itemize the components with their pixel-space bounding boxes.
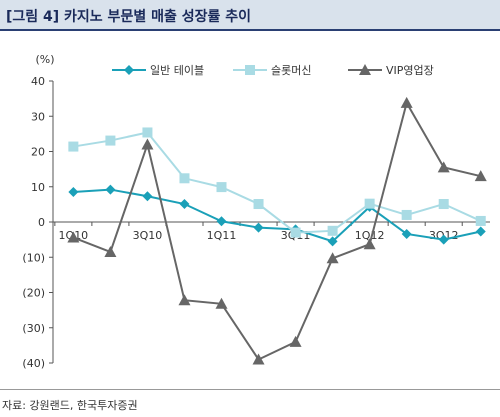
data-point	[252, 353, 265, 365]
legend-label: 슬롯머신	[271, 64, 311, 77]
data-point	[326, 252, 339, 264]
y-tick-label: (20)	[22, 287, 45, 300]
data-point	[179, 173, 190, 184]
data-point	[327, 236, 338, 247]
series-line	[73, 131, 482, 234]
line-chart: (%)403020100(10)(20)(30)(40)1Q103Q101Q11…	[22, 53, 490, 370]
data-point	[327, 225, 338, 236]
legend-label: VIP영업장	[386, 64, 434, 77]
data-point	[178, 294, 191, 306]
data-point	[124, 65, 134, 75]
legend: 일반 테이블 슬롯머신 VIP영업장	[112, 63, 434, 77]
data-point	[68, 187, 79, 198]
y-tick-label: 40	[31, 75, 45, 88]
data-point	[437, 161, 450, 173]
title-bar: [그림 4] 카지노 부문별 매출 성장률 추이	[0, 0, 500, 31]
y-tick-label: 30	[31, 110, 45, 123]
data-point	[104, 245, 117, 257]
x-tick-label: 1Q11	[207, 229, 237, 242]
data-point	[142, 127, 153, 138]
data-point	[142, 191, 153, 202]
legend-label: 일반 테이블	[150, 63, 204, 77]
data-point	[438, 234, 449, 245]
y-tick-label: (40)	[22, 357, 45, 370]
data-point	[475, 226, 486, 237]
data-point	[245, 65, 255, 75]
page-title: [그림 4] 카지노 부문별 매출 성장률 추이	[6, 9, 251, 25]
data-point	[438, 199, 449, 210]
source-note: 자료: 강원랜드, 한국투자증권	[2, 399, 138, 412]
legend-item: 슬롯머신	[233, 64, 311, 77]
data-point	[105, 184, 116, 195]
data-point	[400, 96, 413, 108]
data-point	[253, 222, 264, 233]
data-point	[364, 198, 375, 209]
data-point	[363, 238, 376, 250]
y-tick-label: (10)	[22, 251, 45, 264]
data-point	[290, 227, 301, 238]
data-point	[253, 199, 264, 210]
series-2	[68, 127, 486, 238]
data-point	[401, 228, 412, 239]
data-point	[67, 231, 80, 243]
data-point	[401, 209, 412, 220]
data-point	[359, 64, 371, 75]
x-tick-label: 1Q12	[355, 229, 385, 242]
data-point	[141, 138, 154, 150]
data-point	[68, 141, 79, 152]
data-point	[216, 182, 227, 193]
data-point	[289, 335, 302, 347]
data-point	[475, 215, 486, 226]
y-tick-label: (30)	[22, 322, 45, 335]
data-point	[179, 199, 190, 210]
series-3	[67, 96, 487, 365]
x-tick-label: 3Q10	[133, 229, 163, 242]
legend-item: 일반 테이블	[112, 63, 204, 77]
footer-divider	[0, 389, 500, 390]
series-line	[73, 188, 481, 243]
data-point	[105, 135, 116, 146]
y-unit-label: (%)	[35, 53, 54, 66]
series-layer	[67, 96, 487, 365]
data-point	[474, 170, 487, 182]
data-point	[216, 216, 227, 227]
y-tick-label: 0	[38, 216, 45, 229]
y-tick-label: 10	[31, 181, 45, 194]
series-1	[68, 184, 486, 247]
y-tick-label: 20	[31, 146, 45, 159]
data-point	[215, 297, 228, 309]
series-line	[73, 100, 481, 361]
legend-item: VIP영업장	[348, 64, 434, 77]
